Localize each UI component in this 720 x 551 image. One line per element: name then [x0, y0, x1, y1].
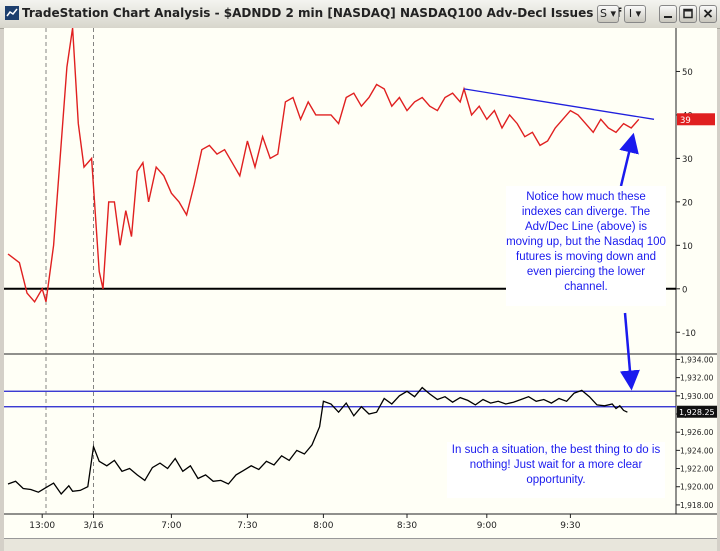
y-tick-label: 1,918.00: [680, 501, 714, 510]
window-title: TradeStation Chart Analysis - $ADNDD 2 m…: [22, 6, 622, 20]
x-tick-label: 3/16: [83, 521, 103, 531]
y-tick-label: 20: [682, 198, 693, 208]
minimize-icon: [664, 16, 672, 18]
annotation-arrow-down: [619, 312, 640, 391]
nasdaq-futures-series-line: [7, 386, 628, 496]
x-tick-label: 7:00: [161, 521, 181, 531]
y-tick-label: 1,924.00: [680, 446, 714, 455]
y-tick-label: 10: [682, 242, 693, 252]
chart-app-icon: [5, 6, 19, 20]
y-tick-label: -10: [682, 329, 696, 339]
adv-decl-trend-line: [463, 88, 655, 120]
y-tick-label: 1,922.00: [680, 465, 714, 474]
x-tick-label: 7:30: [237, 521, 257, 531]
horizontal-scrollbar[interactable]: [4, 538, 717, 551]
annotation-upper: Notice how much these indexes can diverg…: [506, 186, 666, 306]
y-tick-label: 1,932.00: [680, 374, 714, 383]
y-tick-label: 30: [682, 155, 693, 165]
y-tick-label: 1,934.00: [680, 355, 714, 364]
y-tick-label: 1,930.00: [680, 392, 714, 401]
maximize-icon: [683, 8, 693, 19]
x-tick-label: 8:30: [397, 521, 417, 531]
indicator-button-label: I: [628, 7, 633, 20]
x-tick-label: 8:00: [313, 521, 333, 531]
close-icon: [703, 9, 713, 18]
style-button-label: S: [599, 7, 607, 20]
last-value-label: 39: [680, 116, 691, 126]
minimize-button[interactable]: [659, 5, 677, 23]
indicator-button[interactable]: I ▾: [624, 5, 646, 23]
x-tick-label: 13:00: [29, 521, 55, 531]
x-tick-label: 9:00: [477, 521, 497, 531]
x-tick-label: 9:30: [560, 521, 580, 531]
last-value-badge: [677, 405, 717, 418]
annotation-arrow-up: [619, 132, 639, 187]
title-bar[interactable]: TradeStation Chart Analysis - $ADNDD 2 m…: [0, 0, 720, 29]
style-button[interactable]: S ▾: [597, 5, 619, 23]
adv-decl-series-line: [7, 27, 640, 303]
maximize-button[interactable]: [679, 5, 697, 23]
last-value-badge: [677, 113, 715, 126]
y-tick-label: 1,926.00: [680, 428, 714, 437]
close-button[interactable]: [699, 5, 717, 23]
last-value-label: 1,928.25: [679, 408, 715, 417]
y-tick-label: 1,920.00: [680, 483, 714, 492]
y-tick-label: 50: [682, 68, 693, 78]
y-tick-label: 0: [682, 285, 687, 295]
annotation-lower: In such a situation, the best thing to d…: [447, 442, 665, 498]
